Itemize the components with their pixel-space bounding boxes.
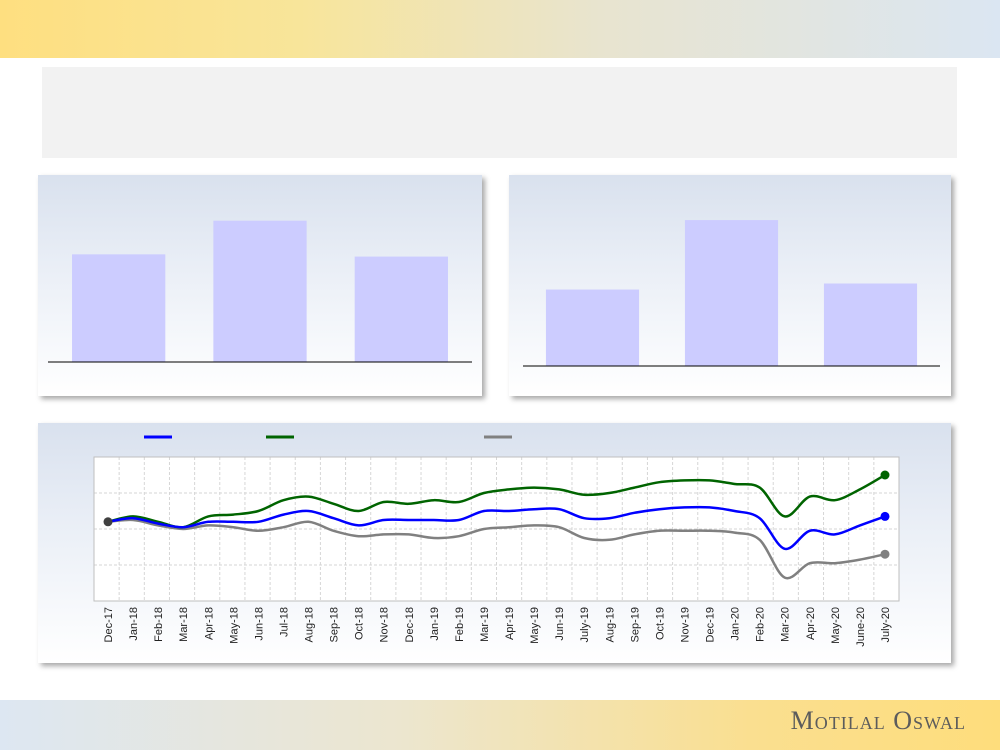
x-tick-label: Dec-17	[103, 607, 115, 642]
bar-chart-left	[38, 175, 482, 396]
brand-logo: Motilal Oswal	[790, 706, 966, 735]
line-chart: Dec-17 Jan-18 Feb-18 Mar-18 Apr-18 May-18 Jun-…	[38, 423, 951, 663]
series-end-marker	[880, 470, 890, 480]
x-tick-label: Feb-18	[153, 607, 165, 642]
line-chart-svg: Dec-17 Jan-18 Feb-18 Mar-18 Apr-18 May-18 Jun-…	[93, 435, 900, 647]
bar	[823, 283, 918, 366]
x-tick-label: July-19	[579, 607, 591, 642]
x-tick-label: Sep-18	[329, 607, 341, 642]
footer-band	[0, 700, 1000, 750]
x-tick-label: Jan-19	[429, 607, 441, 641]
x-tick-label: Dec-19	[705, 607, 717, 642]
x-tick-label: Dec-18	[404, 607, 416, 642]
x-tick-label: Jan-18	[128, 607, 140, 641]
x-tick-label: Jan-20	[730, 607, 742, 641]
x-tick-label: Jun-19	[554, 607, 566, 641]
series-line	[107, 505, 886, 551]
bar	[213, 220, 307, 362]
series-line	[107, 518, 886, 580]
bar-chart-right	[509, 175, 951, 396]
x-tick-label: July-20	[880, 607, 892, 642]
series-line	[107, 473, 886, 529]
x-tick-label: Mar-20	[780, 607, 792, 642]
x-tick-label: Jul-18	[278, 607, 290, 637]
bar	[354, 256, 448, 362]
x-tick-label: Oct-19	[654, 607, 666, 640]
x-tick-label: Apr-18	[203, 607, 215, 640]
x-tick-label: Mar-18	[178, 607, 190, 642]
title-box	[42, 67, 957, 158]
bar	[545, 289, 640, 366]
series-end-marker	[880, 511, 890, 521]
x-tick-label: May-18	[228, 607, 240, 644]
x-tick-label: Aug-18	[304, 607, 316, 642]
x-tick-label: May-20	[830, 607, 842, 644]
x-tick-label: Oct-18	[354, 607, 366, 640]
x-tick-label: Feb-20	[755, 607, 767, 642]
x-tick-label: Jun-18	[253, 607, 265, 641]
x-tick-label: Nov-18	[379, 607, 391, 642]
x-tick-label: June-20	[855, 607, 867, 647]
x-tick-label: Sep-19	[629, 607, 641, 642]
header-band	[0, 0, 1000, 58]
x-tick-label: Nov-19	[679, 607, 691, 642]
x-tick-label: Feb-19	[454, 607, 466, 642]
bar	[72, 254, 166, 362]
plot-border	[93, 456, 900, 602]
x-tick-label: Apr-19	[504, 607, 516, 640]
x-tick-label: May-19	[529, 607, 541, 644]
x-tick-label: Apr-20	[805, 607, 817, 640]
series-start-marker	[103, 517, 113, 527]
bar	[684, 220, 779, 366]
x-tick-label: Aug-19	[604, 607, 616, 642]
bar-chart-left-svg	[48, 220, 472, 363]
bar-chart-right-svg	[523, 220, 940, 367]
series-end-marker	[880, 549, 890, 559]
x-tick-label: Mar-19	[479, 607, 491, 642]
